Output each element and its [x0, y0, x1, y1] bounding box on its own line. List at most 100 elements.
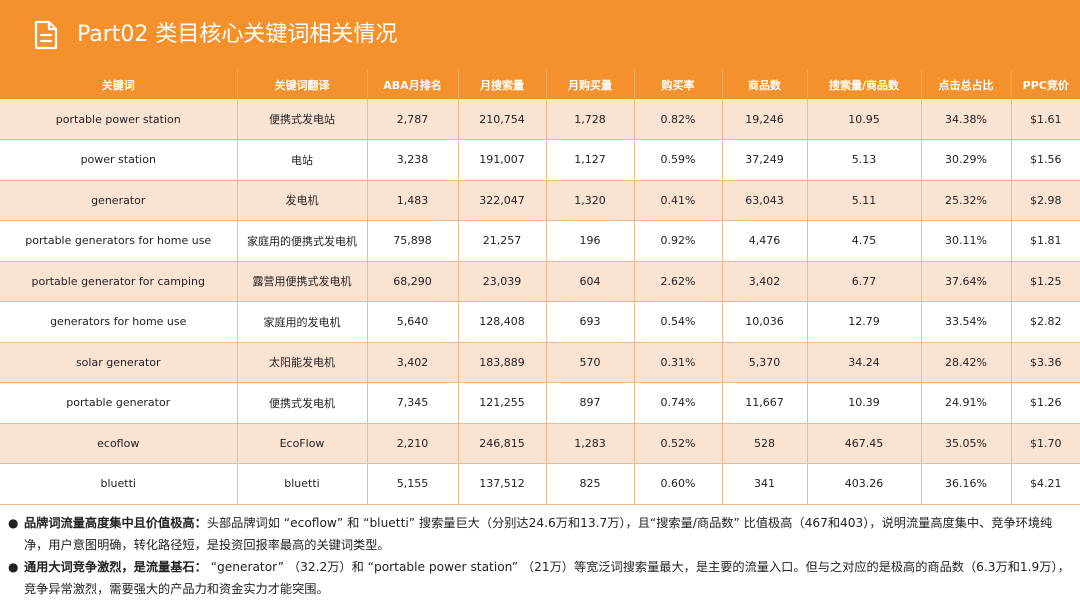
- table-cell: 0.59%: [634, 139, 723, 181]
- table-cell: 897: [546, 382, 635, 424]
- table-row: generators for home use 家庭用的发电机 5,640 128,4…: [0, 301, 1080, 343]
- table-cell: 604: [546, 261, 635, 302]
- table-cell: 6.77: [807, 261, 922, 302]
- column-header: 商品数: [722, 70, 808, 99]
- table-cell: 5,155: [367, 463, 459, 505]
- table-cell: 1,483: [367, 180, 459, 221]
- page-header: Part02 类目核心关键词相关情况: [0, 0, 1080, 70]
- table-cell: portable generator for camping: [0, 261, 238, 302]
- table-cell: 121,255: [458, 382, 547, 424]
- table-cell: ecoflow: [0, 423, 238, 464]
- table-cell: 0.41%: [634, 180, 723, 221]
- table-cell: 家庭用的便携式发电机: [237, 220, 368, 262]
- bullet-icon: ●: [8, 560, 19, 574]
- table-cell: 1,127: [546, 139, 635, 181]
- table-cell: 21,257: [458, 220, 547, 262]
- table-cell: $1.70: [1011, 423, 1080, 464]
- table-cell: 7,345: [367, 382, 459, 424]
- table-cell: 33.54%: [921, 301, 1012, 343]
- table-cell: 0.92%: [634, 220, 723, 262]
- table-cell: 10.95: [807, 99, 922, 140]
- table-cell: 28.42%: [921, 342, 1012, 383]
- table-cell: $1.25: [1011, 261, 1080, 302]
- table-cell: 4,476: [722, 220, 808, 262]
- note-text: 通用大词竞争激烈，是流量基石： “generator” （32.2万）和 “po…: [24, 556, 1074, 600]
- document-icon: [34, 20, 58, 50]
- table-cell: 36.16%: [921, 463, 1012, 505]
- table-cell: 37.64%: [921, 261, 1012, 302]
- table-cell: 1,728: [546, 99, 635, 140]
- table-cell: 196: [546, 220, 635, 262]
- table-cell: 便携式发电机: [237, 382, 368, 424]
- table-cell: 2,787: [367, 99, 459, 140]
- table-cell: 5,640: [367, 301, 459, 343]
- table-cell: 25.32%: [921, 180, 1012, 221]
- table-cell: 1,320: [546, 180, 635, 221]
- note-item: ● 通用大词竞争激烈，是流量基石： “generator” （32.2万）和 “…: [8, 556, 1074, 600]
- note-lead: 通用大词竞争激烈，是流量基石：: [24, 560, 207, 574]
- table-cell: 太阳能发电机: [237, 342, 368, 383]
- table-cell: 5,370: [722, 342, 808, 383]
- column-header: 月购买量: [546, 70, 635, 99]
- table-row: portable power station 便携式发电站 2,787 210,754…: [0, 99, 1080, 140]
- table-cell: 403.26: [807, 463, 922, 505]
- table-cell: 128,408: [458, 301, 547, 343]
- table-cell: 68,290: [367, 261, 459, 302]
- table-cell: 246,815: [458, 423, 547, 464]
- table-cell: 10,036: [722, 301, 808, 343]
- table-cell: $2.82: [1011, 301, 1080, 343]
- column-header: ABA月排名: [367, 70, 459, 99]
- table-cell: EcoFlow: [237, 423, 368, 464]
- table-cell: $2.98: [1011, 180, 1080, 221]
- note-text: 品牌词流量高度集中且价值极高：头部品牌词如 “ecoflow” 和 “bluet…: [24, 512, 1074, 556]
- table-row: portable generator 便携式发电机 7,345 121,255 897 0…: [0, 382, 1080, 424]
- column-header: PPC竞价: [1011, 70, 1080, 99]
- table-cell: 693: [546, 301, 635, 343]
- table-header-row: 关键词 关键词翻译 ABA月排名 月搜索量 月购买量 购买率 商品数 搜索量/商…: [0, 70, 1080, 99]
- table-cell: 34.24: [807, 342, 922, 383]
- table-cell: $3.36: [1011, 342, 1080, 383]
- keyword-table: 关键词 关键词翻译 ABA月排名 月搜索量 月购买量 购买率 商品数 搜索量/商…: [0, 70, 1080, 505]
- column-header: 月搜索量: [458, 70, 547, 99]
- table-cell: 19,246: [722, 99, 808, 140]
- table-cell: 5.13: [807, 139, 922, 181]
- table-cell: 11,667: [722, 382, 808, 424]
- notes-section: ● 品牌词流量高度集中且价值极高：头部品牌词如 “ecoflow” 和 “blu…: [8, 512, 1074, 600]
- table-cell: 家庭用的发电机: [237, 301, 368, 343]
- table-cell: 467.45: [807, 423, 922, 464]
- table-cell: 1,283: [546, 423, 635, 464]
- table-cell: 528: [722, 423, 808, 464]
- table-row: portable generators for home use 家庭用的便携式发…: [0, 220, 1080, 262]
- table-cell: $1.61: [1011, 99, 1080, 140]
- table-row: generator 发电机 1,483 322,047 1,320 0.41% 63,043…: [0, 180, 1080, 221]
- table-row: power station 电站 3,238 191,007 1,127 0.59% 37,…: [0, 139, 1080, 181]
- table-cell: bluetti: [237, 463, 368, 505]
- table-cell: $1.26: [1011, 382, 1080, 424]
- table-cell: portable power station: [0, 99, 238, 140]
- table-cell: 发电机: [237, 180, 368, 221]
- table-cell: bluetti: [0, 463, 238, 505]
- table-cell: 露营用便携式发电机: [237, 261, 368, 302]
- table-cell: 183,889: [458, 342, 547, 383]
- column-header: 搜索量/商品数: [807, 70, 922, 99]
- table-cell: 电站: [237, 139, 368, 181]
- page-title: Part02 类目核心关键词相关情况: [77, 22, 398, 47]
- table-cell: 34.38%: [921, 99, 1012, 140]
- table-cell: 30.29%: [921, 139, 1012, 181]
- note-body: “generator” （32.2万）和 “portable power sta…: [24, 560, 1070, 596]
- table-cell: 37,249: [722, 139, 808, 181]
- table-cell: 3,402: [367, 342, 459, 383]
- table-cell: 便携式发电站: [237, 99, 368, 140]
- table-cell: $4.21: [1011, 463, 1080, 505]
- table-cell: generator: [0, 180, 238, 221]
- table-cell: 35.05%: [921, 423, 1012, 464]
- note-item: ● 品牌词流量高度集中且价值极高：头部品牌词如 “ecoflow” 和 “blu…: [8, 512, 1074, 556]
- table-cell: 5.11: [807, 180, 922, 221]
- table-cell: 191,007: [458, 139, 547, 181]
- table-cell: 4.75: [807, 220, 922, 262]
- table-row: ecoflow EcoFlow 2,210 246,815 1,283 0.52% 528 4…: [0, 423, 1080, 464]
- column-header: 关键词: [0, 70, 238, 99]
- table-cell: 10.39: [807, 382, 922, 424]
- table-cell: portable generator: [0, 382, 238, 424]
- column-header: 购买率: [634, 70, 723, 99]
